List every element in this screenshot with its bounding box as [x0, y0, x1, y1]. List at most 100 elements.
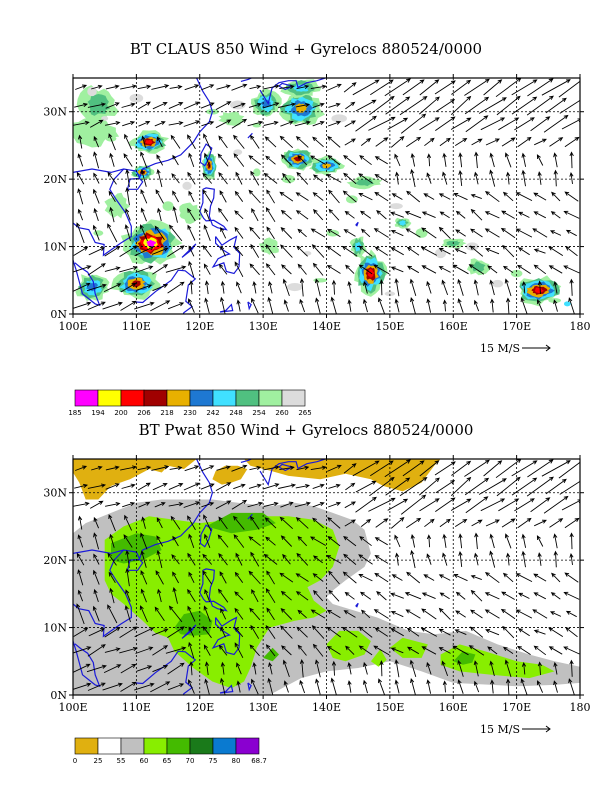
wind-vector [468, 264, 485, 275]
claus-panel: 100E 110E 120E 130E 140E 150E 160E 170E 180 0N 10N… [43, 74, 591, 417]
wind-vector [218, 516, 228, 530]
coastline [126, 558, 144, 571]
wind-vector [345, 101, 356, 110]
wind-vector [517, 264, 531, 274]
wind-vector [187, 298, 195, 313]
colorbar-label: 80 [232, 757, 241, 765]
wind-vector [532, 228, 548, 238]
wind-vector [120, 282, 137, 293]
wind-vector [137, 482, 151, 491]
chart-title-pwat: BT Pwat 850 Wind + Gyrelocs 880524/0000 [138, 421, 474, 439]
wind-vector [124, 605, 131, 623]
wind-vector [374, 156, 388, 165]
wind-vector [75, 84, 88, 90]
wind-vector [454, 248, 467, 255]
wind-vector [233, 515, 245, 530]
x-tick-label: 140E [312, 320, 341, 333]
wind-vector [435, 497, 456, 512]
wind-vector [188, 533, 195, 549]
wind-vector [541, 79, 571, 96]
wind-vector [234, 591, 244, 601]
wind-vector [565, 229, 577, 237]
wind-vector [331, 279, 337, 295]
wind-vector [426, 661, 432, 675]
y-tick-label: 30N [43, 487, 67, 500]
wind-vector [419, 498, 440, 512]
wind-vector [201, 501, 215, 508]
wind-vector [217, 534, 229, 548]
wind-vector [139, 605, 148, 623]
wind-vector [134, 627, 155, 638]
wind-vector [419, 117, 440, 131]
wind-vector [406, 571, 421, 584]
cloud-contour-218 [322, 163, 331, 169]
cloud-contour-242 [398, 220, 406, 226]
wind-vector [204, 661, 210, 676]
wind-vector [168, 102, 184, 110]
wind-vector [485, 247, 500, 255]
wind-vector [500, 608, 516, 620]
wind-vector [248, 189, 261, 204]
wind-vector [75, 465, 88, 471]
wind-vector [150, 681, 171, 693]
wind-vector [369, 476, 395, 497]
wind-vector [344, 519, 356, 527]
wind-vector [296, 245, 308, 257]
wind-vector [204, 589, 211, 602]
wind-vector [327, 83, 342, 91]
wind-vector [355, 99, 377, 112]
colorbar-swatch [97, 737, 122, 755]
wind-vector [168, 502, 184, 507]
wind-vector [458, 550, 463, 567]
wind-vector [343, 463, 357, 474]
wind-vector [533, 211, 547, 219]
wind-vector [514, 117, 535, 131]
wind-vector [220, 226, 227, 239]
wind-vector [391, 193, 403, 200]
wind-vector [504, 659, 512, 678]
wind-vector [105, 465, 120, 471]
wind-vector [156, 136, 163, 148]
wind-vector [91, 84, 103, 90]
wind-vector [87, 102, 107, 108]
wind-vector [545, 97, 567, 114]
wind-vector [156, 168, 163, 188]
wind-vector [140, 169, 147, 187]
wind-vector [187, 588, 196, 603]
wind-vector [400, 113, 427, 134]
wind-vector [454, 137, 468, 146]
wind-vector [438, 226, 451, 240]
wind-vector [543, 495, 569, 514]
wind-vector [231, 499, 248, 510]
wind-vector [532, 609, 548, 619]
wind-vector [426, 298, 432, 313]
colorbar-swatch [97, 389, 122, 407]
wind-vector [233, 134, 245, 149]
wind-vector [374, 627, 389, 637]
wind-vector [263, 172, 278, 184]
colorbar-label: 55 [117, 757, 126, 765]
wind-vector [328, 208, 340, 221]
wind-vector [533, 592, 547, 600]
colorbar-swatch [74, 737, 99, 755]
wind-vector [564, 517, 580, 529]
wind-vector [439, 518, 451, 528]
wind-vector [521, 280, 527, 294]
wind-vector [515, 192, 533, 202]
coastline [247, 301, 252, 311]
wind-vector [454, 629, 467, 636]
wind-vector [262, 465, 280, 471]
wind-vector [341, 626, 358, 638]
wind-vector [236, 662, 242, 675]
colorbar-swatch [166, 737, 191, 755]
wind-vector [553, 680, 558, 693]
wind-vector [442, 680, 447, 693]
wind-vector [172, 571, 179, 584]
wind-vector [264, 136, 277, 148]
vector-scale-label: 15 M/S [480, 723, 520, 736]
wind-vector [423, 193, 435, 200]
wind-vector [296, 552, 309, 566]
wind-vector [109, 206, 115, 223]
colorbar-label: 185 [68, 409, 81, 417]
wind-vector [105, 483, 120, 490]
